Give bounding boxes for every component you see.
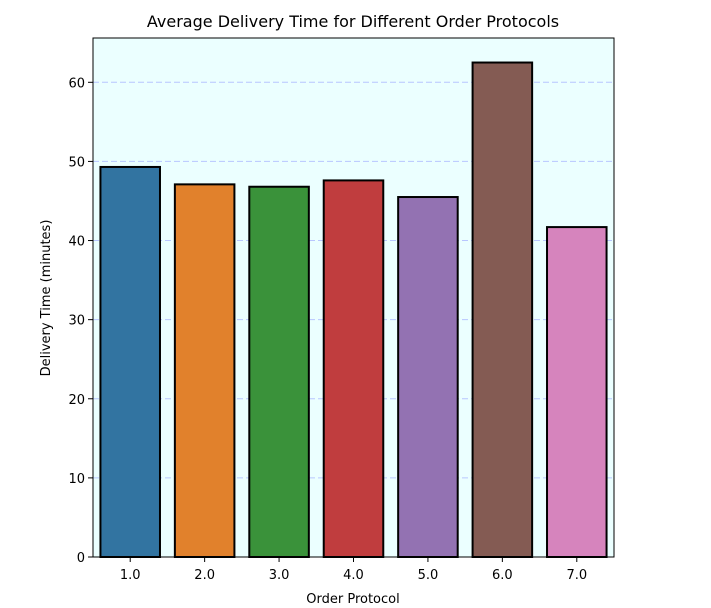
bars — [99, 61, 608, 559]
y-axis-label: Delivery Time (minutes) — [39, 220, 54, 377]
bar-3.0 — [248, 185, 310, 559]
x-tick-label: 2.0 — [194, 568, 215, 583]
y-tick-label: 60 — [68, 76, 85, 91]
bar-6.0 — [471, 61, 534, 559]
x-tick-label: 1.0 — [120, 568, 141, 583]
y-tick-label: 10 — [68, 472, 85, 487]
x-tick-label: 3.0 — [269, 568, 290, 583]
x-axis-label: Order Protocol — [306, 592, 399, 607]
y-tick-label: 30 — [68, 314, 85, 329]
x-tick-label: 6.0 — [492, 568, 513, 583]
bar-1.0 — [99, 165, 161, 559]
y-axis-ticks: 0 10 20 30 40 50 60 — [68, 76, 93, 566]
y-tick-label: 20 — [68, 393, 85, 408]
bar-5.0 — [397, 196, 459, 559]
x-tick-label: 5.0 — [418, 568, 439, 583]
y-tick-label: 50 — [68, 155, 85, 170]
x-axis-ticks: 1.0 2.0 3.0 4.0 5.0 6.0 7.0 — [120, 557, 587, 583]
y-tick-label: 0 — [77, 551, 85, 566]
bar-4.0 — [322, 179, 385, 558]
bar-2.0 — [173, 183, 236, 559]
y-tick-label: 40 — [68, 235, 85, 250]
bar-7.0 — [546, 226, 608, 558]
chart-title: Average Delivery Time for Different Orde… — [147, 12, 559, 31]
x-tick-label: 4.0 — [343, 568, 364, 583]
x-tick-label: 7.0 — [566, 568, 587, 583]
